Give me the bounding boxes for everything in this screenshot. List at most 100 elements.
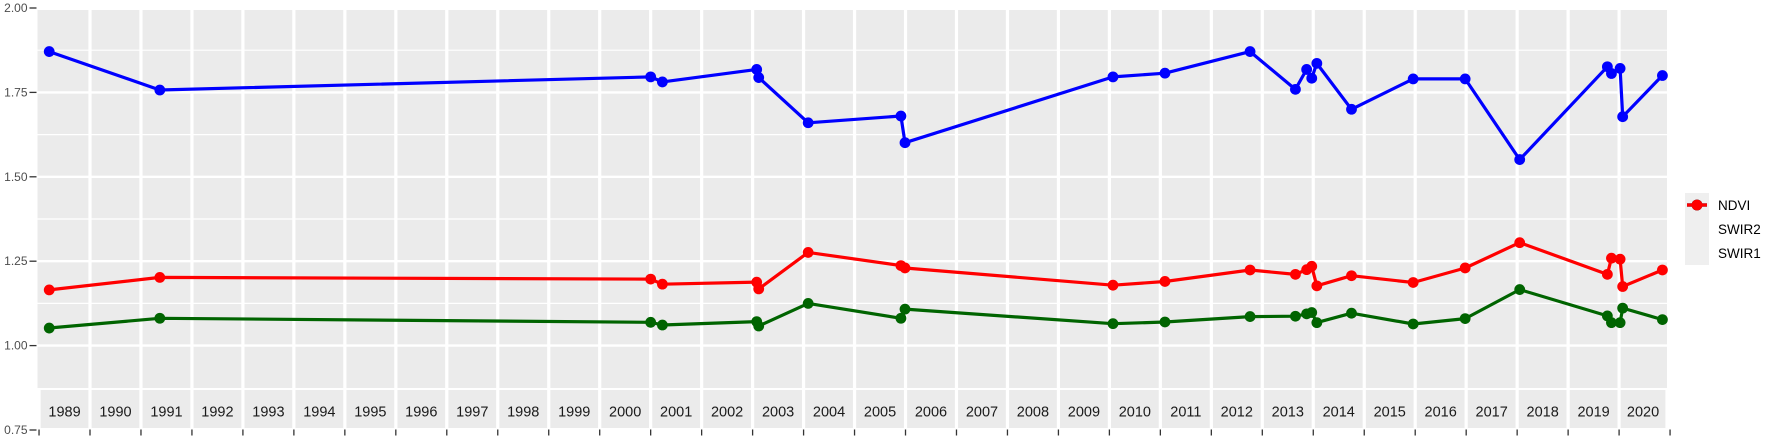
data-point-ndvi: [1514, 154, 1526, 165]
x-axis-year-label: 2001: [660, 405, 692, 421]
data-point-swir1: [1290, 268, 1301, 280]
panel-background: [37, 10, 1667, 388]
data-point-swir2: [899, 303, 911, 315]
data-point-ndvi: [1301, 64, 1313, 75]
data-point-swir2: [753, 320, 765, 332]
x-axis-year-label: 1989: [48, 405, 80, 421]
x-axis-year-label: 1996: [405, 405, 437, 421]
data-point-swir1: [1601, 268, 1613, 280]
data-point-swir2: [802, 298, 814, 309]
x-axis-year-label: 2002: [711, 405, 743, 421]
data-point-swir1: [1614, 253, 1626, 265]
facet-strip: [448, 390, 497, 428]
legend: NDVI SWIR2 SWIR1: [1685, 193, 1761, 265]
data-point-ndvi: [895, 110, 907, 122]
facet-strip: [1263, 390, 1312, 428]
x-axis-year-label: 1994: [303, 405, 335, 421]
data-point-ndvi: [1617, 111, 1629, 123]
data-point-ndvi: [1657, 70, 1668, 81]
facet-strip: [958, 390, 1006, 428]
data-point-swir2: [1107, 318, 1119, 330]
data-point-ndvi: [1606, 68, 1617, 79]
data-point-swir1: [154, 272, 166, 283]
x-axis-year-label: 2014: [1323, 405, 1355, 421]
facet-strip: [652, 390, 701, 428]
data-point-swir2: [656, 319, 668, 331]
legend-label-swir2: SWIR2: [1718, 221, 1761, 237]
data-point-swir1: [1244, 264, 1256, 276]
data-point-swir1: [43, 284, 55, 296]
data-point-swir2: [1311, 317, 1323, 329]
facet-strip: [856, 390, 904, 428]
y-axis-label: 2.00: [4, 1, 28, 15]
data-point-swir2: [1606, 317, 1617, 329]
facet-strip: [550, 390, 599, 428]
x-axis-year-label: 1991: [150, 405, 182, 421]
facet-strip: [1569, 390, 1618, 428]
data-point-swir2: [1459, 313, 1471, 324]
x-axis-year-label: 1995: [354, 405, 386, 421]
data-point-swir1: [1311, 280, 1323, 292]
data-point-swir2: [43, 322, 55, 334]
data-point-swir1: [1617, 281, 1629, 292]
data-point-swir1: [899, 262, 911, 274]
x-axis-year-label: 2017: [1476, 405, 1508, 421]
swir1-point-icon: [1687, 199, 1707, 211]
facet-strip: [142, 390, 191, 428]
data-point-ndvi: [1290, 83, 1301, 95]
data-point-ndvi: [1244, 46, 1256, 57]
legend-entry-swir1: SWIR1: [1685, 199, 1761, 265]
x-axis-year-label: 2016: [1425, 405, 1457, 421]
data-point-swir1: [753, 283, 765, 295]
facet-strip: [1518, 390, 1567, 428]
data-point-ndvi: [751, 64, 763, 75]
x-axis-year-label: 2009: [1068, 405, 1100, 421]
y-axis-label: 1.00: [4, 339, 28, 353]
data-point-swir2: [1614, 317, 1626, 329]
data-point-swir2: [1290, 310, 1301, 322]
x-axis-year-label: 2005: [864, 405, 896, 421]
x-axis-year-label: 2010: [1119, 405, 1151, 421]
data-point-ndvi: [1459, 73, 1471, 85]
data-point-ndvi: [1407, 73, 1419, 85]
data-point-ndvi: [645, 71, 657, 83]
x-axis-year-label: 1998: [507, 405, 539, 421]
data-point-ndvi: [154, 84, 166, 96]
x-axis-year-label: 2004: [813, 405, 845, 421]
data-point-ndvi: [1306, 72, 1318, 84]
data-point-ndvi: [899, 137, 911, 149]
data-point-swir1: [802, 247, 814, 258]
facet-strip: [1620, 390, 1666, 428]
x-axis-year-label: 2020: [1627, 405, 1659, 421]
facet-strip: [1161, 390, 1210, 428]
data-point-ndvi: [1346, 103, 1357, 115]
data-point-ndvi: [1614, 63, 1626, 74]
x-axis-year-label: 2013: [1272, 405, 1304, 421]
facet-strip: [1467, 390, 1516, 428]
data-point-swir1: [645, 273, 657, 285]
data-point-swir1: [1459, 262, 1471, 274]
data-point-ndvi: [1107, 71, 1119, 83]
x-axis-year-label: 2015: [1374, 405, 1406, 421]
x-axis-year-label: 1999: [558, 405, 590, 421]
data-point-swir1: [1107, 279, 1119, 291]
data-point-swir1: [656, 278, 668, 290]
x-axis-year-label: 1990: [99, 405, 131, 421]
facet-strip: [907, 390, 955, 428]
data-point-swir2: [1244, 311, 1256, 322]
facet-strip: [499, 390, 548, 428]
x-axis-year-label: 1993: [252, 405, 284, 421]
data-point-swir2: [645, 316, 657, 328]
x-axis-year-label: 2006: [915, 405, 947, 421]
y-axis-label: 1.50: [4, 170, 28, 184]
facet-strip: [1060, 390, 1108, 428]
facet-strip: [1009, 390, 1057, 428]
data-point-swir1: [1606, 252, 1617, 264]
x-axis-year-label: 1992: [201, 405, 233, 421]
data-point-swir1: [1657, 264, 1668, 276]
facet-strip: [754, 390, 802, 428]
x-axis-year-label: 2008: [1017, 405, 1049, 421]
data-point-ndvi: [1311, 57, 1323, 69]
